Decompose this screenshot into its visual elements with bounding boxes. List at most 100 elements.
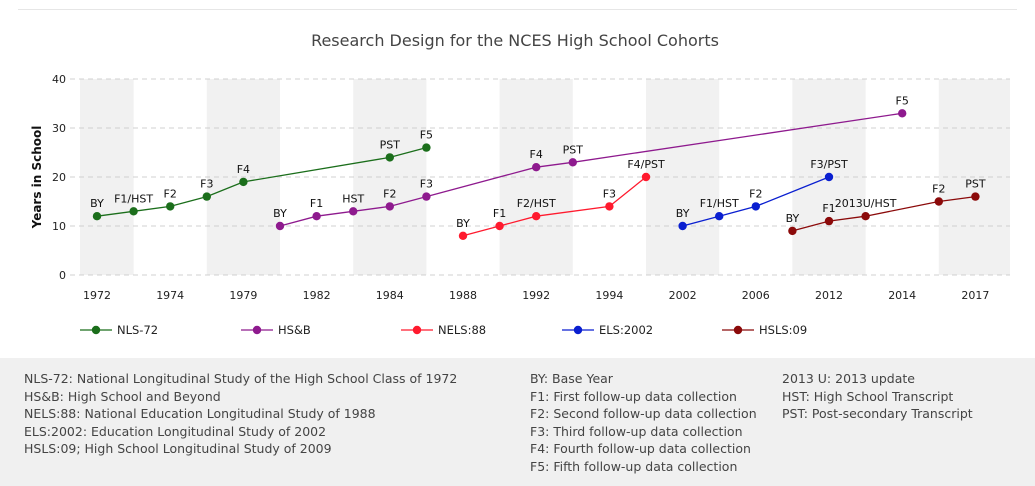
x-tick-label: 2012 [815,289,843,302]
data-point [275,221,285,231]
point-label: F5 [896,94,909,107]
point-label: BY [676,207,690,220]
data-point [751,202,760,211]
x-tick-label: 2006 [742,289,770,302]
legend-marker [412,325,422,335]
notes-waves: BY: Base Year F1: First follow-up data c… [530,370,757,476]
point-label: F3/PST [810,158,848,171]
note: BY: Base Year [530,371,613,386]
legend-label: NELS:88 [438,323,486,337]
note: F3: Third follow-up data collection [530,423,743,439]
data-point [458,231,468,240]
note: F5: Fifth follow-up data collection [530,458,738,474]
point-label: F3 [200,178,213,191]
legend-marker [733,325,743,335]
x-tick-label: 2002 [669,289,697,302]
point-label: HST [342,192,364,205]
x-tick-label: 1972 [83,289,111,302]
note: 2013 U: 2013 update [782,371,915,386]
data-point [312,212,321,221]
point-label: PST [380,138,401,151]
data-point [641,172,651,182]
note: NELS:88: National Education Longitudinal… [24,406,376,422]
data-point [861,212,870,221]
note: HST: High School Transcript [782,388,954,404]
data-point [239,177,248,187]
x-tick-label: 1988 [449,289,477,302]
point-label: BY [786,212,800,225]
point-label: F2 [164,187,177,200]
data-point [824,216,834,226]
note: HSLS:09; High School Longitudinal Study … [24,441,332,457]
data-point [92,212,102,221]
note: NLS-72: National Longitudinal Study of t… [24,371,458,386]
x-tick-label: 1979 [229,289,257,302]
data-point [678,221,687,231]
point-label: BY [273,207,287,220]
note: PST: Post-secondary Transcript [782,406,973,422]
point-label: PST [965,178,986,191]
data-point [385,153,394,162]
x-tick-label: 1974 [156,289,184,302]
data-point [422,143,431,152]
point-label: F4 [530,148,543,161]
note: HS&B: High School and Beyond [24,388,221,404]
point-label: PST [563,143,584,156]
data-point [824,172,834,182]
point-label: F4/PST [627,158,665,171]
data-point [568,158,577,167]
y-tick-label: 0 [59,269,66,282]
point-label: F1 [493,207,506,220]
point-label: BY [456,217,470,230]
data-point [349,207,358,216]
note: F1: First follow-up data collection [530,388,737,404]
data-point [898,109,907,118]
y-axis-label: Years in School [30,126,44,230]
legend-marker [573,325,583,335]
cohort-chart: 0 10 20 30 40 1972 1974 1979 1982 1984 1988 1992 199… [30,31,1010,337]
data-point [532,163,541,172]
point-label: F1 [310,197,323,210]
series-line [682,176,830,227]
y-tick-label: 30 [52,122,66,135]
legend-label: HS&B [278,323,311,337]
legend-marker [91,325,101,335]
data-point [715,212,724,221]
y-tick-label: 10 [52,220,66,233]
note: F4: Fourth follow-up data collection [530,441,751,457]
point-label: F2/HST [517,197,556,210]
point-label: F1/HST [700,197,739,210]
x-tick-label: 1994 [595,289,623,302]
background-band [499,79,573,275]
point-label: F4 [237,163,250,176]
notes-studies: NLS-72: National Longitudinal Study of t… [24,370,457,458]
x-tick-label: 1982 [303,289,331,302]
point-label: F1/HST [114,192,153,205]
legend-notes-panel: NLS-72: National Longitudinal Study of t… [0,358,1035,486]
point-label: F1 [822,202,835,215]
data-point [788,226,797,236]
point-label: F2 [749,187,762,200]
series-line [279,112,903,227]
x-tick-label: 2017 [961,289,989,302]
point-label: F2 [932,183,945,196]
top-divider [18,9,1017,10]
point-label: F3 [420,178,433,191]
point-label: 2013U/HST [835,197,897,210]
notes-abbrev: 2013 U: 2013 update HST: High School Tra… [782,370,973,423]
chart-title: Research Design for the NCES High School… [311,31,719,50]
y-tick-label: 20 [52,171,66,184]
note: F2: Second follow-up data collection [530,406,757,422]
y-tick-label: 40 [52,73,66,86]
x-tick-label: 2014 [888,289,916,302]
data-point [971,192,980,201]
point-label: F5 [420,129,433,142]
legend-label: HSLS:09 [759,323,807,337]
x-tick-label: 1992 [522,289,550,302]
data-point [385,202,394,211]
point-label: F2 [383,187,396,200]
data-point [495,221,504,231]
data-point [422,192,431,201]
point-label: BY [90,197,104,210]
data-point [605,202,614,211]
